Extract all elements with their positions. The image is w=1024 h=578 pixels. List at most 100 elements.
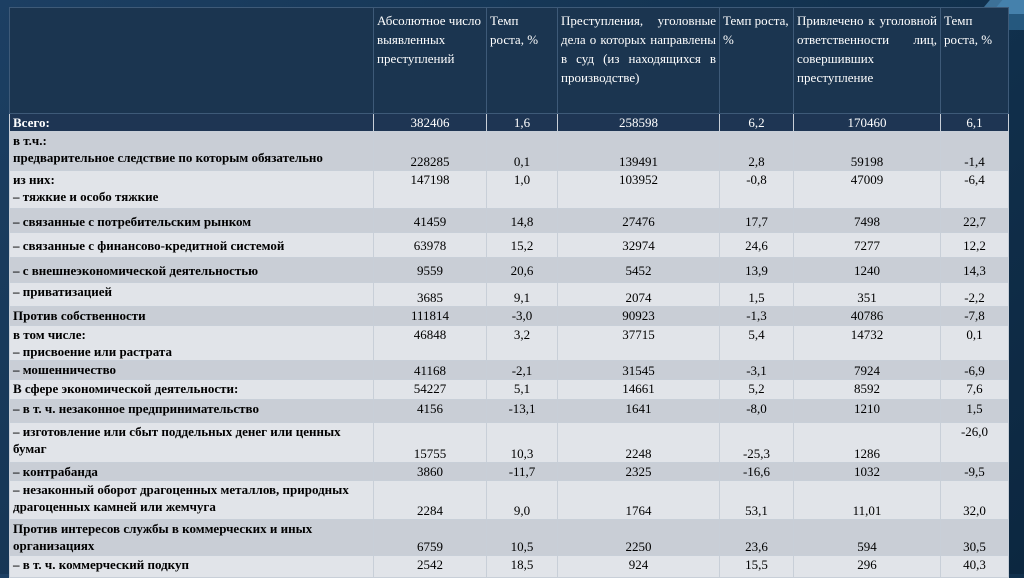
- cell-v6: 30,5: [940, 519, 1009, 556]
- cell-v4: 17,7: [719, 208, 794, 233]
- cell-v6: 12,2: [940, 232, 1009, 258]
- cell-v6: -7,8: [940, 306, 1009, 326]
- cell-v1: 41459: [373, 208, 487, 233]
- cell-v3: 37715: [557, 325, 720, 361]
- cell-v2: 20,6: [486, 257, 558, 283]
- row-label: – изготовление или сбыт поддельных денег…: [9, 422, 374, 463]
- cell-v3: 2248: [557, 422, 720, 463]
- cell-v5: 40786: [793, 306, 941, 326]
- cell-v1: 2284: [373, 480, 487, 520]
- cell-v4: 15,5: [719, 555, 794, 578]
- cell-v5: 47009: [793, 170, 941, 209]
- cell-v1: 6759: [373, 519, 487, 556]
- cell-v1: 3685: [373, 282, 487, 307]
- row-label: – с внешнеэкономической деятельностью: [9, 257, 374, 283]
- cell-v1: 3860: [373, 462, 487, 481]
- row-label: из них: – тяжкие и особо тяжкие: [9, 170, 374, 209]
- cell-v6: -6,9: [940, 360, 1009, 380]
- cell-v3: 90923: [557, 306, 720, 326]
- row-label: В сфере экономической деятельности:: [9, 379, 374, 400]
- cell-v1: 228285: [373, 131, 487, 171]
- cell-v6: 1,5: [940, 399, 1009, 423]
- row-label: – связанные с потребительским рынком: [9, 208, 374, 233]
- cell-v1: 9559: [373, 257, 487, 283]
- cell-v3: 2325: [557, 462, 720, 481]
- cell-v2: 10,5: [486, 519, 558, 556]
- cell-v2: -2,1: [486, 360, 558, 380]
- cell-v2: 0,1: [486, 131, 558, 171]
- cell-v5: 14732: [793, 325, 941, 361]
- header-empty: [9, 7, 374, 114]
- cell-v5: 8592: [793, 379, 941, 400]
- table-row: – связанные с потребительским рынком 4145…: [9, 208, 1009, 233]
- table-row: – связанные с финансово-кредитной систем…: [9, 232, 1009, 258]
- row-label: – в т. ч. незаконное предпринимательство: [9, 399, 374, 423]
- cell-v2: -3,0: [486, 306, 558, 326]
- cell-v4: 23,6: [719, 519, 794, 556]
- cell-v4: -1,3: [719, 306, 794, 326]
- cell-v6: -2,2: [940, 282, 1009, 307]
- cell-v3: 2074: [557, 282, 720, 307]
- cell-v5: 7924: [793, 360, 941, 380]
- header-growth-rate-3: Темп роста, %: [940, 7, 1009, 114]
- cell-v5: 1032: [793, 462, 941, 481]
- cell-v5: 594: [793, 519, 941, 556]
- row-label: Против интересов службы в коммерческих и…: [9, 519, 374, 556]
- cell-v1: 2542: [373, 555, 487, 578]
- cell-v6: 0,1: [940, 325, 1009, 361]
- cell-v3: 1641: [557, 399, 720, 423]
- header-growth-rate-2: Темп роста, %: [719, 7, 794, 114]
- header-cases-to-court: Преступления, уголовные дела о которых н…: [557, 7, 720, 114]
- cell-v5: 1240: [793, 257, 941, 283]
- row-label: – мошенничество: [9, 360, 374, 380]
- table-row: Против собственности 111814 -3,0 90923 -1,3 4…: [9, 306, 1009, 326]
- cell-v1: 63978: [373, 232, 487, 258]
- cell-v5: 351: [793, 282, 941, 307]
- cell-v6: -26,0: [940, 422, 1009, 463]
- header-growth-rate-1: Темп роста, %: [486, 7, 558, 114]
- cell-v4: -16,6: [719, 462, 794, 481]
- header-persons-prosecuted: Привлечено к уголовной ответственности л…: [793, 7, 941, 114]
- crime-statistics-table-container: Абсолютное число выявленных преступлений…: [9, 7, 1009, 578]
- cell-v6: 7,6: [940, 379, 1009, 400]
- cell-v1: 382406: [373, 113, 487, 132]
- cell-v4: 24,6: [719, 232, 794, 258]
- row-label: Против собственности: [9, 306, 374, 326]
- cell-v6: -6,4: [940, 170, 1009, 209]
- row-label: Всего:: [9, 113, 374, 132]
- row-label: в том числе: – присвоение или растрата: [9, 325, 374, 361]
- table-row: Против интересов службы в коммерческих и…: [9, 519, 1009, 556]
- cell-v2: 3,2: [486, 325, 558, 361]
- cell-v4: 2,8: [719, 131, 794, 171]
- table-row: – изготовление или сбыт поддельных денег…: [9, 422, 1009, 463]
- cell-v5: 7277: [793, 232, 941, 258]
- cell-v3: 5452: [557, 257, 720, 283]
- cell-v4: -0,8: [719, 170, 794, 209]
- cell-v4: 53,1: [719, 480, 794, 520]
- cell-v2: -13,1: [486, 399, 558, 423]
- cell-v3: 31545: [557, 360, 720, 380]
- table-row: – в т. ч. незаконное предпринимательство…: [9, 399, 1009, 423]
- header-detected-crimes: Абсолютное число выявленных преступлений: [373, 7, 487, 114]
- table-row: – в т. ч. коммерческий подкуп 2542 18,5 924…: [9, 555, 1009, 578]
- cell-v5: 296: [793, 555, 941, 578]
- table-row: – незаконный оборот драгоценных металлов…: [9, 480, 1009, 520]
- table-row: – мошенничество 41168 -2,1 31545 -3,1 7924 -6,…: [9, 360, 1009, 380]
- cell-v3: 27476: [557, 208, 720, 233]
- cell-v5: 7498: [793, 208, 941, 233]
- cell-v6: -1,4: [940, 131, 1009, 171]
- cell-v6: -9,5: [940, 462, 1009, 481]
- cell-v3: 139491: [557, 131, 720, 171]
- cell-v4: -8,0: [719, 399, 794, 423]
- cell-v3: 2250: [557, 519, 720, 556]
- row-label: – незаконный оборот драгоценных металлов…: [9, 480, 374, 520]
- table-row: – приватизацией 3685 9,1 2074 1,5 351 -2,2: [9, 282, 1009, 307]
- cell-v1: 41168: [373, 360, 487, 380]
- cell-v5: 59198: [793, 131, 941, 171]
- crime-statistics-table: Абсолютное число выявленных преступлений…: [9, 7, 1009, 578]
- cell-v1: 111814: [373, 306, 487, 326]
- row-label: в т.ч.: предварительное следствие по кот…: [9, 131, 374, 171]
- cell-v2: 9,1: [486, 282, 558, 307]
- cell-v4: -3,1: [719, 360, 794, 380]
- cell-v3: 32974: [557, 232, 720, 258]
